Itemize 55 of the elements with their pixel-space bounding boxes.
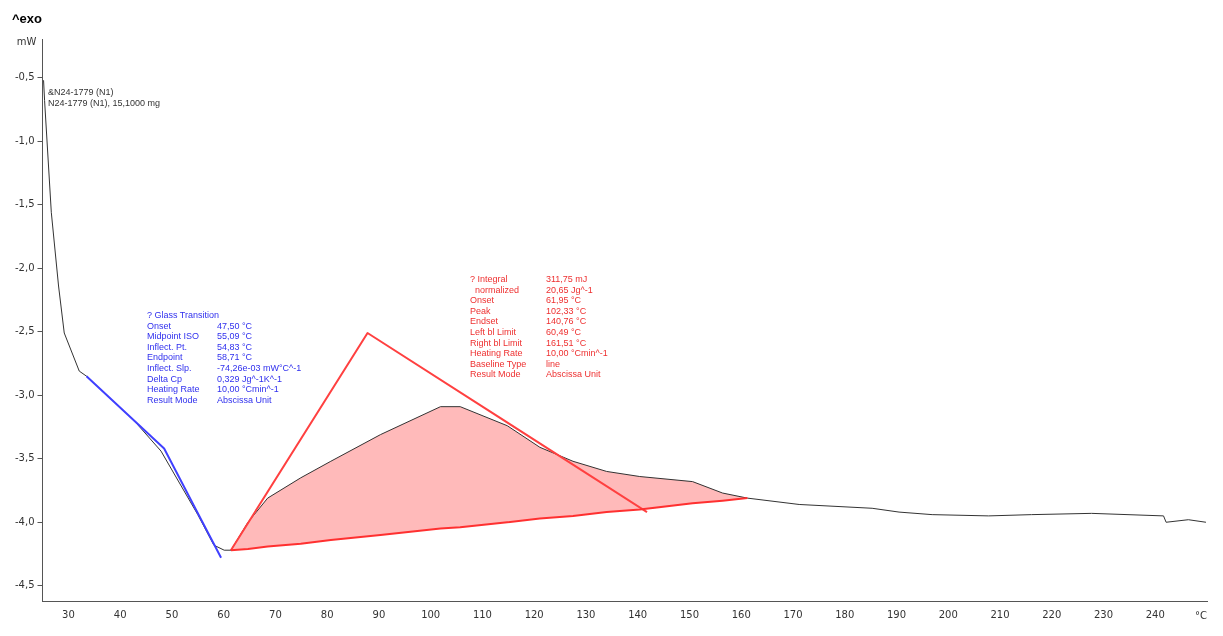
text: normalized 20,65 Jg^-1	[475, 284, 593, 295]
x-tick-label: 220	[1042, 608, 1062, 620]
y-tick-label: -1,5	[15, 198, 35, 210]
x-tick-label: 120	[524, 608, 544, 620]
x-tick-label: 70	[269, 608, 282, 620]
x-tick-label: 240	[1145, 608, 1165, 620]
x-tick-label: 30	[62, 608, 75, 620]
x-tick-label: 110	[472, 608, 492, 620]
x-tick-label: 150	[679, 608, 699, 620]
text: Result Mode Abscissa Unit	[147, 394, 272, 405]
text: Baseline Type line	[470, 358, 561, 369]
x-tick-label: 190	[886, 608, 907, 620]
text: Endpoint 58,71 °C	[147, 352, 253, 363]
x-axis-title: °C	[1195, 609, 1208, 621]
x-tick-label: 50	[165, 608, 179, 620]
text: Onset 47,50 °C	[147, 320, 253, 331]
text: Endset 140,76 °C	[470, 316, 587, 327]
x-tick-label: 60	[217, 608, 231, 620]
text: Inflect. Slp. -74,26e-03 mW°C^-1	[147, 362, 302, 373]
y-tick-label: -1,0	[15, 134, 35, 146]
x-tick-label: 100	[421, 608, 441, 620]
y-tick-label: -2,5	[15, 325, 35, 337]
text: Left bl Limit 60,49 °C	[470, 326, 582, 337]
annotation: N24-1779 (N1), 15,1000 mg	[48, 97, 161, 108]
text: Result Mode Abscissa Unit	[470, 369, 601, 380]
y-tick-label: -2,0	[15, 261, 35, 273]
text: Delta Cp 0,329 Jg^-1K^-1	[147, 373, 282, 384]
x-tick-label: 200	[938, 608, 958, 620]
y-tick-label: -4,5	[15, 579, 35, 591]
text: ? Integral 311,75 mJ	[470, 273, 588, 284]
y-axis-title: mW	[16, 36, 37, 48]
text: Onset 61,95 °C	[470, 295, 582, 306]
annotation: ? Glass Transition	[147, 309, 220, 320]
x-tick-label: 140	[628, 608, 648, 620]
x-tick-label: 170	[783, 608, 803, 620]
text: Peak 102,33 °C	[470, 305, 587, 316]
chart-title: ^exo	[12, 11, 43, 27]
x-tick-label: 80	[320, 608, 334, 620]
text: Heating Rate 10,00 °Cmin^-1	[470, 348, 608, 359]
x-tick-label: 180	[835, 608, 855, 620]
y-tick-label: -0,5	[15, 71, 35, 83]
text: Inflect. Pt. 54,83 °C	[147, 341, 253, 352]
y-tick-label: -4,0	[15, 515, 35, 527]
text: Heating Rate 10,00 °Cmin^-1	[147, 384, 279, 395]
x-tick-label: 210	[990, 608, 1010, 620]
y-tick-label: -3,5	[15, 452, 35, 464]
y-tick-label: -3,0	[15, 388, 35, 400]
annotation: &N24-1779 (N1)	[48, 86, 114, 97]
x-tick-label: 40	[113, 608, 127, 620]
text: Midpoint ISO 55,09 °C	[147, 331, 253, 342]
x-tick-label: 160	[731, 608, 751, 620]
x-tick-label: 90	[372, 608, 386, 620]
x-tick-label: 230	[1093, 608, 1114, 620]
text: Right bl Limit 161,51 °C	[470, 337, 587, 348]
x-tick-label: 130	[576, 608, 596, 620]
